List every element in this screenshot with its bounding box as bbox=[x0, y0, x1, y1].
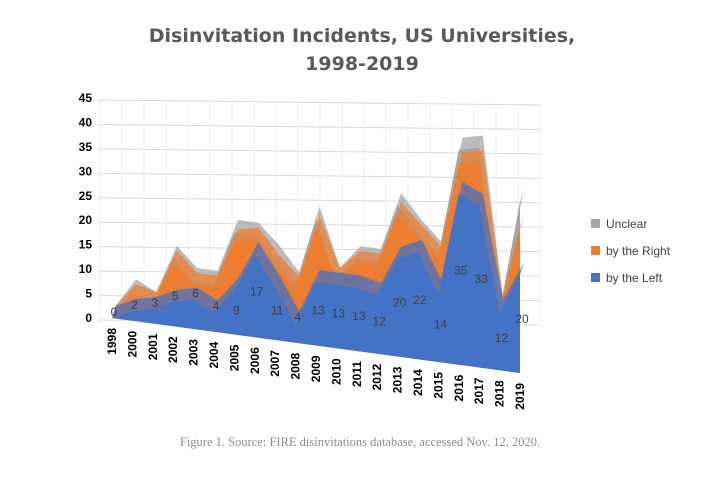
x-tick-label: 2019 bbox=[513, 383, 527, 410]
y-tick-label: 20 bbox=[79, 213, 93, 227]
x-tick-label: 2015 bbox=[431, 372, 445, 399]
x-tick-label: 2018 bbox=[493, 380, 507, 407]
legend-label-by-the-left: by the Left bbox=[606, 271, 663, 285]
x-tick-label: 2002 bbox=[166, 336, 180, 363]
data-label: 2 bbox=[131, 298, 138, 312]
data-label: 17 bbox=[250, 285, 264, 299]
figure-caption: Figure 1. Source: FIRE disinvitations da… bbox=[180, 435, 540, 449]
legend: Unclear by the Right by the Left bbox=[591, 217, 671, 285]
x-tick-label: 2011 bbox=[350, 361, 364, 387]
y-tick-label: 35 bbox=[79, 140, 93, 154]
legend-label-unclear: Unclear bbox=[606, 217, 647, 231]
data-label: 0 bbox=[111, 305, 118, 319]
x-tick-label: 2009 bbox=[309, 355, 323, 382]
data-label: 33 bbox=[475, 272, 489, 286]
data-label: 22 bbox=[413, 293, 427, 307]
data-label: 13 bbox=[311, 304, 325, 318]
x-tick-label: 2010 bbox=[329, 358, 343, 385]
x-axis-ticks: 1998 2000 2001 2002 2003 2004 2005 2006 2007 2008… bbox=[105, 328, 527, 410]
legend-label-by-the-right: by the Right bbox=[606, 244, 671, 258]
chart-walls bbox=[97, 99, 541, 326]
data-label: 3 bbox=[151, 296, 158, 310]
x-tick-label: 2003 bbox=[187, 339, 201, 366]
data-label: 35 bbox=[454, 264, 468, 278]
y-tick-label: 5 bbox=[85, 287, 92, 301]
area-top-by-the-right bbox=[112, 150, 524, 318]
gridline-side bbox=[97, 319, 101, 323]
x-tick-label: 2000 bbox=[125, 330, 139, 357]
x-tick-label: 2004 bbox=[207, 341, 221, 368]
y-tick-label: 15 bbox=[79, 238, 93, 252]
data-label: 12 bbox=[373, 314, 387, 328]
data-label: 20 bbox=[515, 312, 529, 326]
y-tick-label: 25 bbox=[79, 189, 93, 203]
chart-areas bbox=[112, 135, 524, 373]
data-label: 20 bbox=[393, 296, 407, 310]
x-tick-label: 2016 bbox=[452, 374, 466, 401]
y-tick-label: 10 bbox=[79, 262, 93, 276]
x-tick-label: 2017 bbox=[472, 377, 486, 404]
data-label: 6 bbox=[192, 287, 199, 301]
chart-title-line-2: 1998-2019 bbox=[305, 53, 419, 75]
x-tick-label: 2006 bbox=[248, 347, 262, 374]
data-label: 14 bbox=[434, 317, 448, 331]
x-tick-label: 1998 bbox=[105, 328, 119, 355]
y-axis-ticks: 0 5 10 15 20 25 30 35 40 45 bbox=[79, 91, 93, 325]
x-tick-label: 2012 bbox=[370, 363, 384, 390]
x-tick-label: 2005 bbox=[227, 344, 241, 371]
area-top-by-the-left bbox=[112, 181, 524, 324]
y-tick-label: 40 bbox=[79, 115, 93, 129]
legend-swatch-unclear bbox=[591, 219, 600, 228]
x-tick-label: 2014 bbox=[411, 369, 425, 396]
area-by-the-left bbox=[112, 193, 520, 373]
data-label: 13 bbox=[352, 309, 366, 323]
data-label: 4 bbox=[213, 299, 220, 313]
y-tick-label: 30 bbox=[79, 164, 93, 178]
area-top-unclear bbox=[112, 135, 524, 318]
legend-swatch-by-the-left bbox=[591, 273, 600, 282]
data-label: 5 bbox=[172, 289, 179, 303]
x-tick-label: 2001 bbox=[146, 333, 160, 360]
data-label: 9 bbox=[233, 303, 240, 317]
data-label: 11 bbox=[271, 303, 284, 317]
x-tick-label: 2013 bbox=[391, 366, 405, 393]
data-label: 12 bbox=[495, 331, 509, 345]
x-tick-label: 2007 bbox=[268, 350, 282, 377]
chart-title-line-1: Disinvitation Incidents, US Universities… bbox=[149, 25, 576, 47]
y-tick-label: 45 bbox=[79, 91, 93, 105]
data-label: 13 bbox=[332, 306, 346, 320]
y-tick-label: 0 bbox=[85, 311, 92, 325]
x-tick-label: 2008 bbox=[289, 352, 303, 379]
legend-swatch-by-the-right bbox=[591, 246, 600, 255]
data-label: 4 bbox=[294, 310, 301, 324]
